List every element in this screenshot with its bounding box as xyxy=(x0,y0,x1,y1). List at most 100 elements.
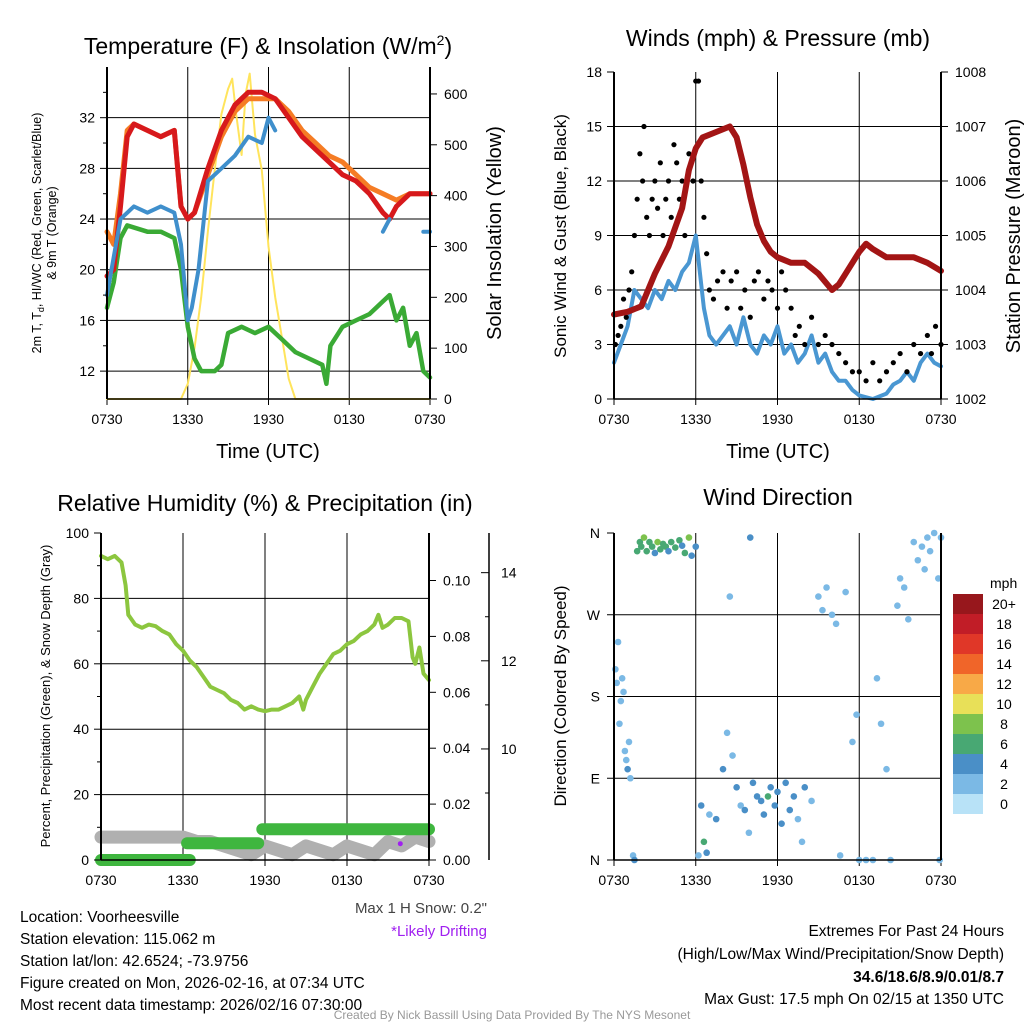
wind-direction-point xyxy=(706,811,713,818)
y-tick-label: 3 xyxy=(594,337,602,353)
wind-direction-point xyxy=(774,788,781,796)
wind-direction-point xyxy=(651,549,659,557)
speed-legend-label: 12 xyxy=(996,676,1012,692)
gust-point xyxy=(742,287,748,293)
gust-point xyxy=(738,305,744,311)
wind-direction-point xyxy=(782,779,789,787)
gust-point xyxy=(706,287,712,293)
gust-point xyxy=(671,142,677,148)
gust-point xyxy=(870,360,876,366)
gust-point xyxy=(783,287,789,293)
y-tick-label: 6 xyxy=(594,282,602,298)
y-tick-label: 28 xyxy=(79,160,95,176)
relative-humidity-line xyxy=(99,553,431,714)
gust-point xyxy=(769,287,775,293)
gust-point xyxy=(890,360,896,366)
precipitation-tick-label: 0.04 xyxy=(443,740,470,756)
gust-point xyxy=(637,151,643,157)
wind-direction-point xyxy=(617,697,625,705)
insolation-tick-label: 400 xyxy=(444,188,468,204)
x-tick-label: 0730 xyxy=(925,872,956,888)
gust-point xyxy=(849,369,856,375)
wind-direction-point xyxy=(697,802,705,809)
snow-depth-tick-label: 12 xyxy=(501,653,517,669)
wind-direction-point xyxy=(640,534,648,541)
y-tick-label: 80 xyxy=(73,590,89,606)
gust-point xyxy=(778,269,785,275)
speed-legend-swatch xyxy=(953,734,983,754)
wind-direction-point xyxy=(760,811,768,818)
station-elevation: Station elevation: 115.062 m xyxy=(20,931,215,948)
wind-direction-point xyxy=(625,738,633,746)
station-pressure-line xyxy=(611,123,944,318)
dewpoint-line xyxy=(104,223,433,387)
x-tick-label: 0730 xyxy=(414,411,445,427)
wind-direction-point xyxy=(729,752,736,759)
wind-direction-point xyxy=(648,543,656,550)
gust-point xyxy=(822,332,828,339)
gust-point xyxy=(765,278,771,284)
y-tick-label: 32 xyxy=(79,110,95,126)
wind-direction-point xyxy=(657,546,664,553)
wind-direction-point xyxy=(896,575,904,582)
gust-point xyxy=(668,214,674,220)
wind-direction-point xyxy=(790,793,798,800)
y-tick-label: 100 xyxy=(66,525,90,541)
wind-direction-point xyxy=(741,806,749,814)
wind-direction-point xyxy=(808,797,815,805)
wind-direction-point xyxy=(905,615,912,623)
gust-point xyxy=(695,78,702,84)
likely-drifting-note: *Likely Drifting xyxy=(391,923,487,940)
x-tick-label: 1930 xyxy=(249,872,280,888)
wind-direction-point xyxy=(726,593,734,600)
x-tick-label: 0730 xyxy=(598,411,629,427)
wind-direction-point xyxy=(921,566,928,573)
precipitation-tick-label: 0.02 xyxy=(443,796,470,812)
speed-legend-label: 4 xyxy=(1000,756,1008,772)
gust-point xyxy=(815,341,821,348)
pressure-tick-label: 1003 xyxy=(955,337,986,353)
x-tick-label: 1930 xyxy=(762,411,793,427)
x-tick-label: 1930 xyxy=(253,411,284,427)
wind-direction-point xyxy=(918,543,926,550)
wind-direction-point xyxy=(746,534,754,541)
gust-point xyxy=(808,314,815,320)
speed-legend-label: 18 xyxy=(996,616,1012,632)
wind-direction-point xyxy=(643,547,650,555)
heat-index-wind-chill-line xyxy=(105,115,432,323)
wind-direction-point xyxy=(700,838,708,846)
gust-point xyxy=(856,369,862,375)
wind-direction-point xyxy=(723,729,731,737)
speed-legend-swatch xyxy=(953,634,983,654)
speed-legend-title: mph xyxy=(990,575,1017,591)
speed-legend-swatch xyxy=(953,614,983,634)
speed-legend-swatch xyxy=(953,694,983,714)
y-tick-label: 24 xyxy=(79,211,95,227)
wind-direction-point xyxy=(627,774,634,782)
precipitation-tick-label: 0.06 xyxy=(443,684,470,700)
wind-direction-panel-title: Wind Direction xyxy=(703,484,853,510)
speed-legend-label: 2 xyxy=(1000,776,1008,792)
wind-direction-point xyxy=(801,784,809,791)
gust-point xyxy=(714,278,721,284)
gust-point xyxy=(665,178,672,184)
max-snow-note: Max 1 H Snow: 0.2" xyxy=(355,900,487,917)
gust-point xyxy=(792,332,798,339)
x-tick-label: 0130 xyxy=(331,872,362,888)
max-gust: Max Gust: 17.5 mph On 02/15 at 1350 UTC xyxy=(704,991,1004,1008)
gust-point xyxy=(701,214,707,220)
speed-legend-label: 0 xyxy=(1000,796,1008,812)
gust-point xyxy=(843,360,849,366)
pressure-y-label: Station Pressure (Maroon) xyxy=(1003,119,1024,354)
x-tick-label: 0730 xyxy=(413,872,444,888)
insolation-y-label: Solar Insolation (Yellow) xyxy=(484,126,506,340)
wind-direction-point xyxy=(753,793,761,800)
gust-point xyxy=(932,323,939,329)
extremes-title: Extremes For Past 24 Hours xyxy=(808,923,1004,940)
temperature-y-label-line1: 2m T, Td, HI/WC (Red, Green, Scarlet/Blu… xyxy=(30,113,46,354)
gust-point xyxy=(734,269,740,275)
y-tick-label: 0 xyxy=(81,852,89,868)
temperature-panel-title: Temperature (F) & Insolation (W/m2) xyxy=(84,32,452,59)
wind-direction-point xyxy=(733,784,740,791)
wind-direction-point xyxy=(934,575,942,582)
